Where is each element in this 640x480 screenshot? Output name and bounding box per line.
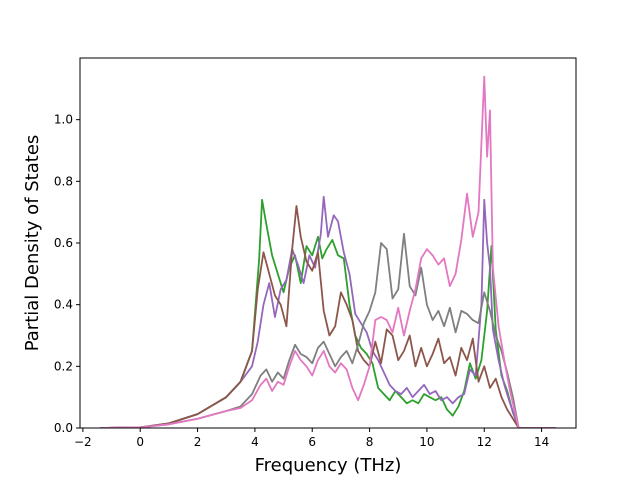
y-tick-label: 0.4: [54, 298, 73, 312]
x-tick-label: 2: [194, 435, 202, 449]
series-line-3: [100, 205, 556, 428]
x-axis-ticks: −2 0 2 4 6 8 10 12 14: [74, 428, 549, 449]
y-tick-label: 0.2: [54, 359, 73, 373]
x-tick-label: 10: [419, 435, 434, 449]
x-tick-label: 6: [308, 435, 316, 449]
x-tick-label: 4: [251, 435, 259, 449]
x-tick-label: 14: [534, 435, 549, 449]
y-tick-label: 1.0: [54, 113, 73, 127]
x-tick-label: 12: [477, 435, 492, 449]
x-tick-label: −2: [74, 435, 92, 449]
series-layer: [100, 75, 556, 428]
y-tick-label: 0.6: [54, 236, 73, 250]
series-line-1: [100, 198, 556, 428]
y-tick-label: 0.8: [54, 174, 73, 188]
x-tick-label: 0: [136, 435, 144, 449]
y-axis-ticks: 0.0 0.2 0.4 0.6 0.8 1.0: [54, 113, 80, 435]
series-line-4: [100, 232, 556, 428]
x-tick-label: 8: [366, 435, 374, 449]
x-axis-label: Frequency (THz): [255, 455, 402, 476]
y-axis-label: Partial Density of States: [22, 135, 43, 352]
series-line-5: [100, 75, 556, 428]
y-tick-label: 0.0: [54, 421, 73, 435]
